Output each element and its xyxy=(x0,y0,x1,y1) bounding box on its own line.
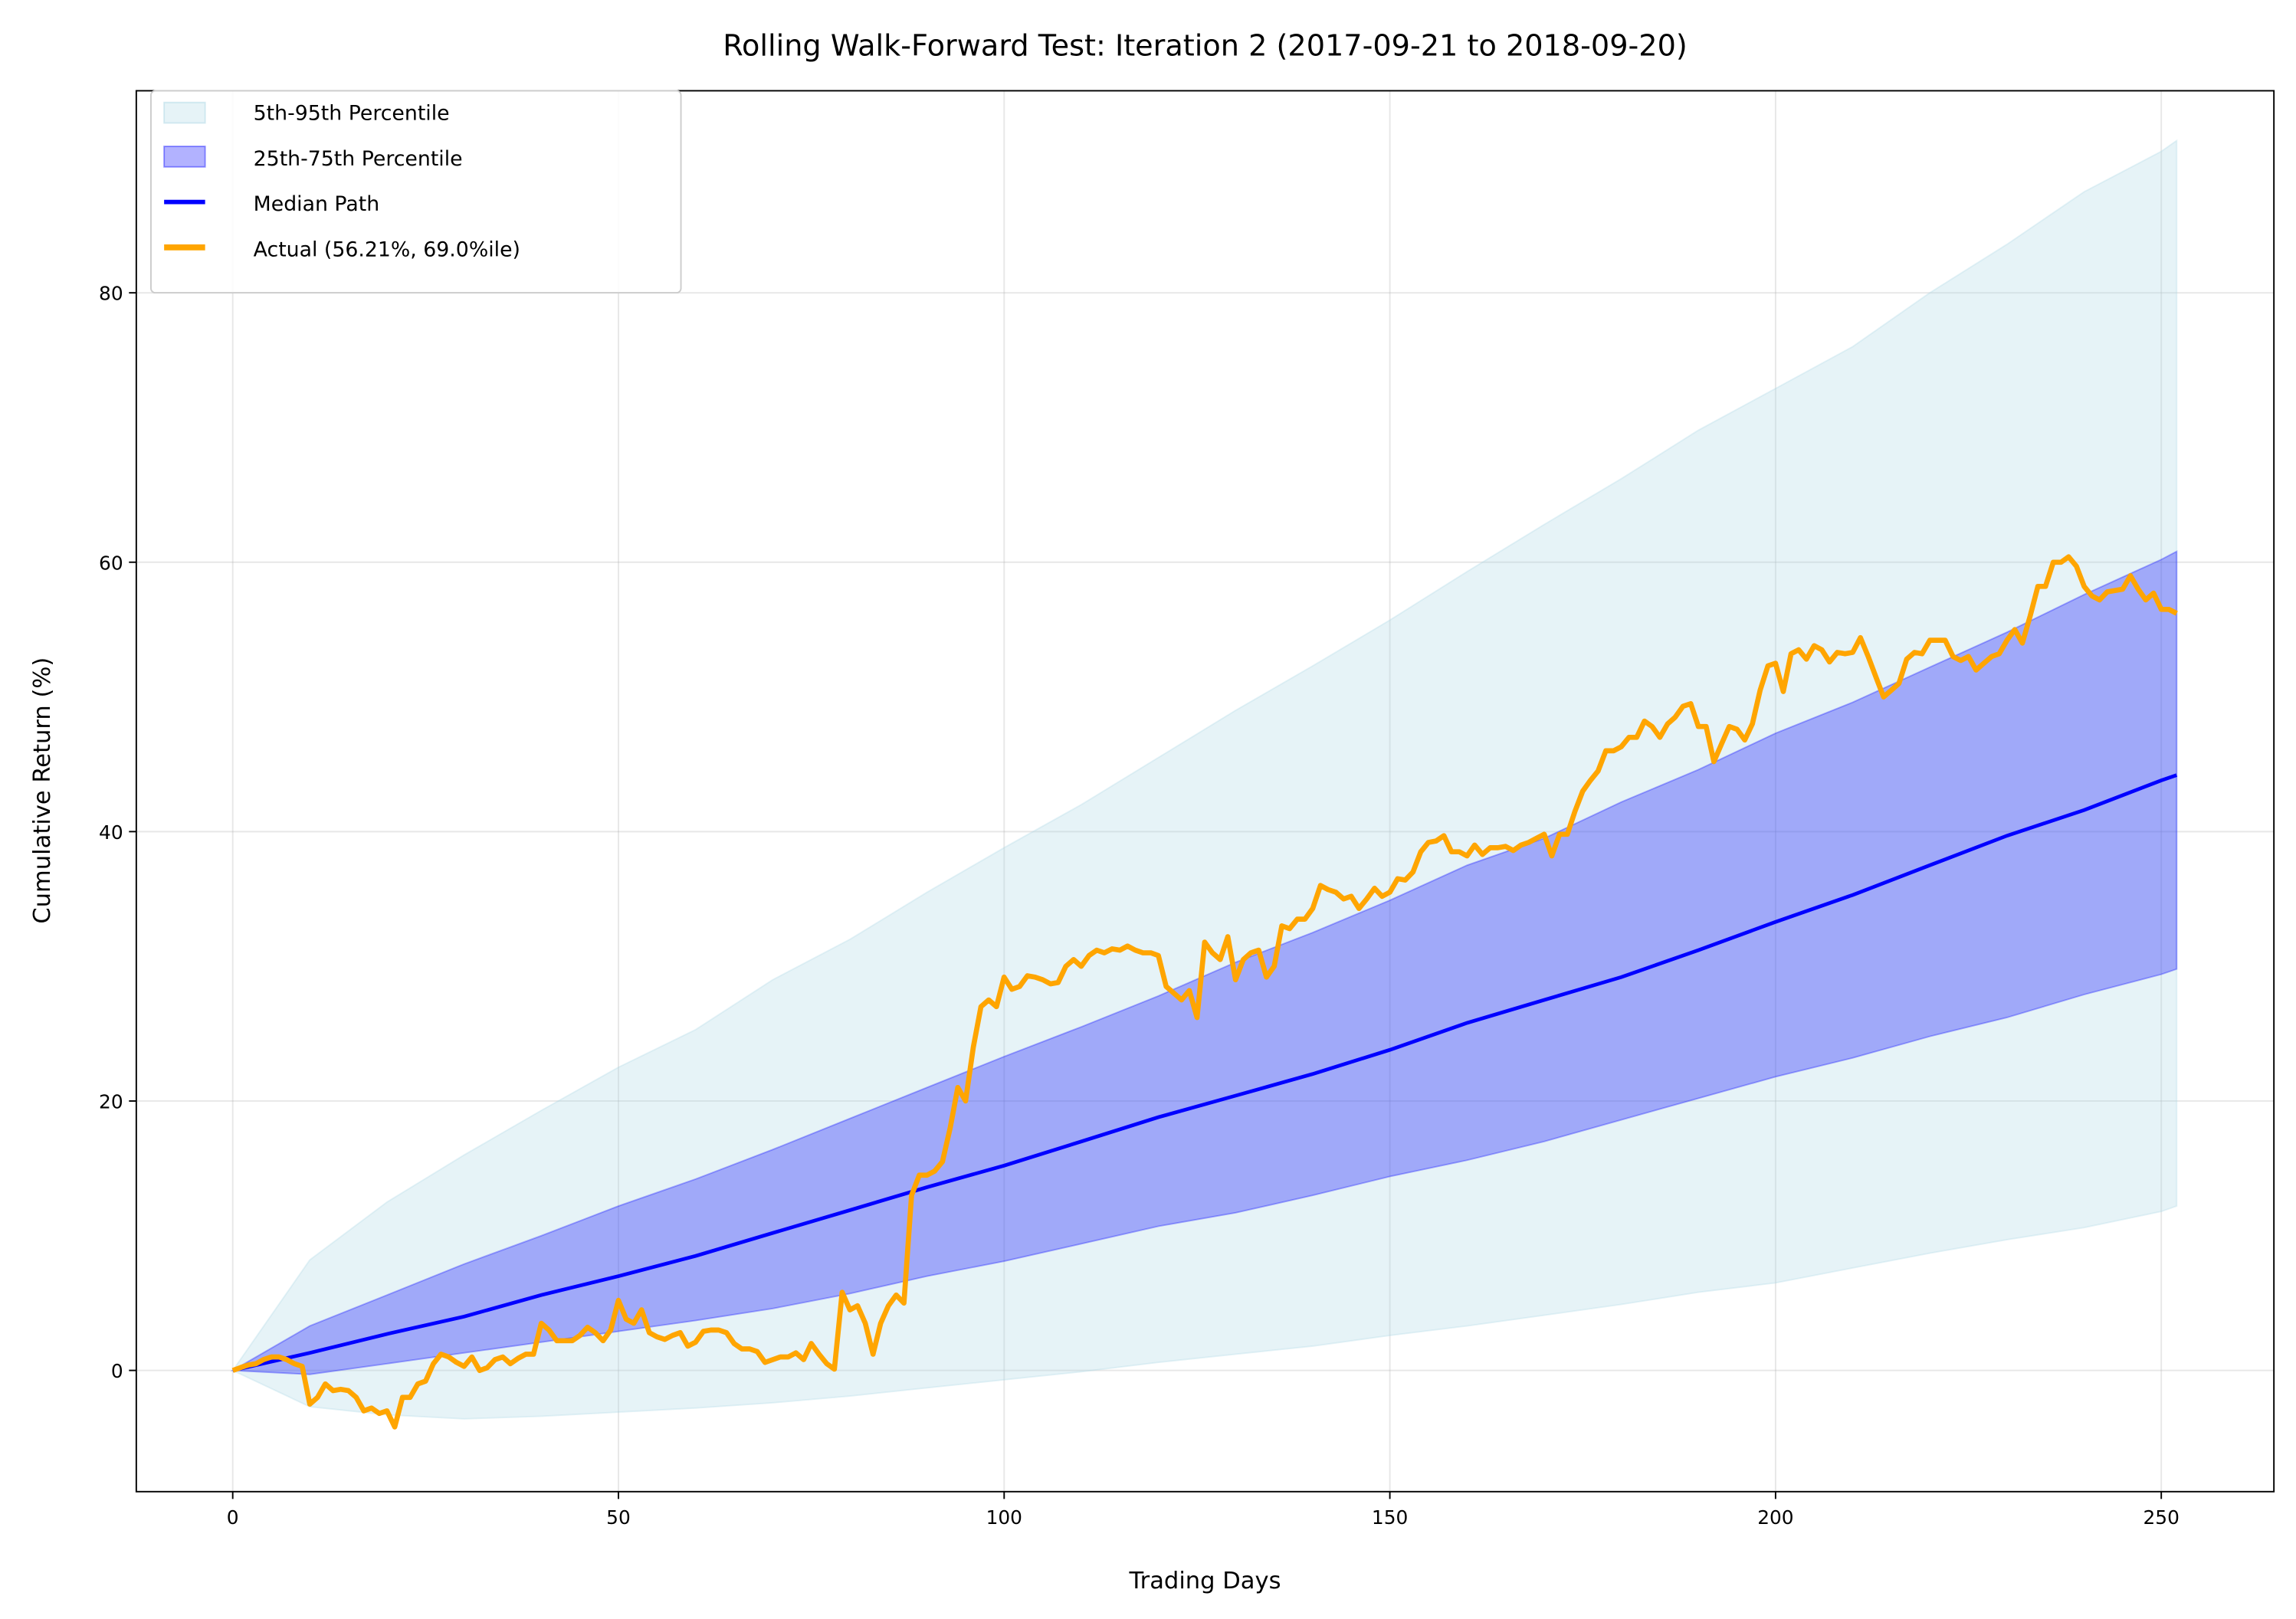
legend-label-actual: Actual (56.21%, 69.0%ile) xyxy=(254,238,520,261)
actual-line xyxy=(231,554,2178,1430)
legend: 5th-95th Percentile 25th-75th Percentile… xyxy=(150,90,682,294)
x-tick-label: 50 xyxy=(606,1506,631,1529)
legend-label-outer-band: 5th-95th Percentile xyxy=(254,102,450,126)
band-25-75 xyxy=(230,550,2178,1375)
chart-title: Rolling Walk-Forward Test: Iteration 2 (… xyxy=(723,30,1688,64)
legend-swatch-outer-band xyxy=(163,101,206,124)
median-line xyxy=(232,773,2178,1372)
x-tick-label: 100 xyxy=(986,1506,1022,1529)
y-tick-label: 60 xyxy=(99,552,123,574)
plot-frame xyxy=(135,90,2275,1493)
y-tick-label: 80 xyxy=(99,283,123,305)
legend-box xyxy=(150,90,682,294)
x-tick-label: 200 xyxy=(1757,1506,1793,1529)
x-axis-label: Trading Days xyxy=(1128,1568,1281,1594)
y-tick-label: 0 xyxy=(111,1360,123,1382)
x-tick-label: 250 xyxy=(2143,1506,2180,1529)
grid xyxy=(136,90,2275,1492)
legend-label-median: Median Path xyxy=(254,192,379,216)
y-tick-label: 20 xyxy=(99,1091,123,1113)
x-tick-label: 150 xyxy=(1372,1506,1408,1529)
legend-label-inner-band: 25th-75th Percentile xyxy=(254,147,463,171)
x-tick-label: 0 xyxy=(227,1506,239,1529)
y-axis-label: Cumulative Return (%) xyxy=(29,657,56,924)
axis-ticks: 0 50 100 150 200 250 0 20 40 60 80 xyxy=(99,283,2180,1529)
y-tick-label: 40 xyxy=(99,821,123,844)
band-5-95 xyxy=(231,139,2178,1420)
plot-marks xyxy=(230,139,2178,1430)
legend-swatch-inner-band xyxy=(163,146,206,168)
